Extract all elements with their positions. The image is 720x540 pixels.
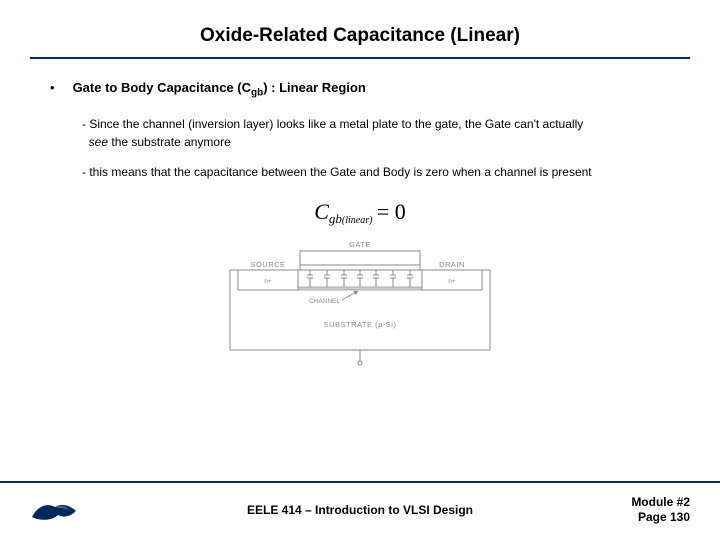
paragraph-1: - Since the channel (inversion layer) lo… xyxy=(82,115,670,151)
footer: EELE 414 – Introduction to VLSI Design M… xyxy=(0,481,720,540)
bullet-prefix: Gate to Body Capacitance (C xyxy=(73,80,251,95)
eq-linear: (linear) xyxy=(342,215,373,226)
bullet-text: Gate to Body Capacitance (Cgb) : Linear … xyxy=(73,79,366,101)
slide-title: Oxide-Related Capacitance (Linear) xyxy=(30,25,690,59)
label-gate: GATE xyxy=(349,240,371,249)
p1-suffix: the substrate anymore xyxy=(108,135,231,149)
logo-icon xyxy=(30,497,80,523)
footer-page: Page 130 xyxy=(631,510,690,526)
label-drain: DRAIN xyxy=(439,260,465,269)
p1-italic: see xyxy=(89,135,108,149)
eq-rhs: = 0 xyxy=(377,199,406,224)
bullet-suffix: ) : Linear Region xyxy=(263,80,366,95)
p1-prefix: - Since the channel (inversion layer) lo… xyxy=(82,117,583,131)
label-source: SOURCE xyxy=(250,260,285,269)
eq-gb: gb xyxy=(329,211,342,226)
footer-course: EELE 414 – Introduction to VLSI Design xyxy=(0,503,720,517)
bullet-marker: • xyxy=(50,79,55,97)
mosfet-diagram: GATE SOURCE n+ DRAIN n+ xyxy=(50,239,670,379)
main-bullet: • Gate to Body Capacitance (Cgb) : Linea… xyxy=(50,79,670,101)
label-channel: CHANNEL xyxy=(309,298,340,305)
footer-right: Module #2 Page 130 xyxy=(631,495,690,526)
bullet-sub: gb xyxy=(251,88,263,99)
label-nplus-r: n+ xyxy=(448,278,456,285)
paragraph-2: - this means that the capacitance betwee… xyxy=(82,163,670,181)
equation: Cgb(linear) = 0 xyxy=(50,199,670,227)
eq-C: C xyxy=(314,199,329,224)
label-nplus-l: n+ xyxy=(264,278,272,285)
footer-module: Module #2 xyxy=(631,495,690,511)
label-substrate: SUBSTRATE (p-Si) xyxy=(324,320,397,329)
content-area: • Gate to Body Capacitance (Cgb) : Linea… xyxy=(30,79,690,379)
